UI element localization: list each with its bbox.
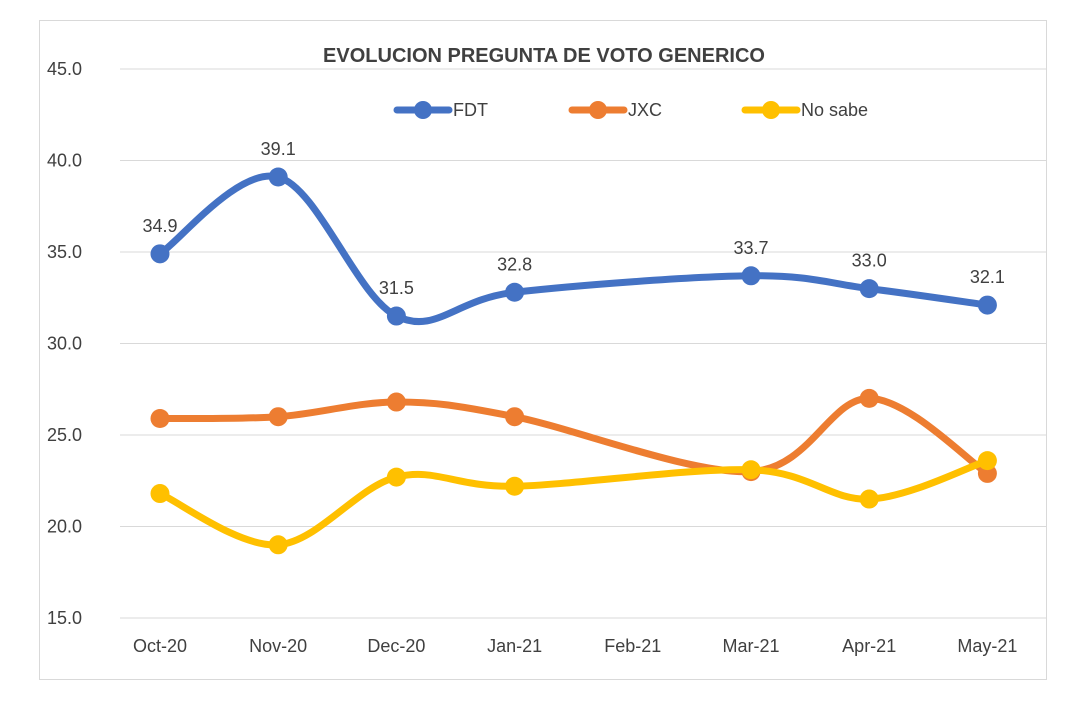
data-point bbox=[859, 279, 879, 299]
x-tick-label: Feb-21 bbox=[604, 636, 661, 656]
legend-label: No sabe bbox=[801, 100, 868, 120]
legend-label: JXC bbox=[628, 100, 662, 120]
data-point bbox=[505, 476, 525, 496]
data-point bbox=[150, 484, 170, 504]
legend: FDT JXC No sabe bbox=[393, 100, 868, 120]
data-point bbox=[505, 407, 525, 427]
x-tick-label: Nov-20 bbox=[249, 636, 307, 656]
line-chart: EVOLUCION PREGUNTA DE VOTO GENERICO 15.0… bbox=[47, 45, 1047, 656]
y-tick-label: 20.0 bbox=[47, 517, 82, 537]
data-point bbox=[268, 407, 288, 427]
data-labels: 34.9 39.1 31.5 32.8 33.7 33.0 32.1 bbox=[142, 139, 1004, 298]
data-label: 34.9 bbox=[142, 216, 177, 236]
series-line bbox=[156, 172, 991, 326]
data-label: 33.7 bbox=[733, 238, 768, 258]
legend-label: FDT bbox=[453, 100, 488, 120]
data-point bbox=[150, 244, 170, 264]
legend-item: No sabe bbox=[741, 100, 868, 120]
chart-frame: EVOLUCION PREGUNTA DE VOTO GENERICO 15.0… bbox=[39, 20, 1047, 680]
x-tick-label: Mar-21 bbox=[722, 636, 779, 656]
x-tick-label: Jan-21 bbox=[487, 636, 542, 656]
series-fdt bbox=[150, 167, 997, 326]
chart-title: EVOLUCION PREGUNTA DE VOTO GENERICO bbox=[323, 45, 765, 67]
gridlines bbox=[120, 68, 1047, 619]
data-point bbox=[386, 392, 406, 412]
x-tick-label: Dec-20 bbox=[367, 636, 425, 656]
data-point bbox=[977, 451, 997, 471]
data-label: 33.0 bbox=[852, 251, 887, 271]
data-label: 39.1 bbox=[261, 139, 296, 159]
legend-swatch-marker bbox=[762, 101, 780, 119]
data-point bbox=[505, 282, 525, 302]
data-label: 31.5 bbox=[379, 278, 414, 298]
data-label: 32.1 bbox=[970, 267, 1005, 287]
y-tick-label: 25.0 bbox=[47, 425, 82, 445]
x-tick-label: Oct-20 bbox=[133, 636, 187, 656]
data-point bbox=[150, 409, 170, 429]
legend-item: FDT bbox=[393, 100, 488, 120]
data-point bbox=[741, 266, 761, 286]
y-tick-label: 35.0 bbox=[47, 242, 82, 262]
legend-swatch-marker bbox=[589, 101, 607, 119]
data-point bbox=[741, 460, 761, 480]
y-tick-label: 45.0 bbox=[47, 59, 82, 79]
legend-item: JXC bbox=[568, 100, 662, 120]
data-point bbox=[386, 467, 406, 487]
y-tick-label: 30.0 bbox=[47, 334, 82, 354]
data-point bbox=[859, 388, 879, 408]
data-label: 32.8 bbox=[497, 254, 532, 274]
series-lines bbox=[150, 167, 997, 555]
data-point bbox=[386, 306, 406, 326]
y-tick-label: 15.0 bbox=[47, 608, 82, 628]
data-point bbox=[268, 535, 288, 555]
series-no-sabe bbox=[150, 451, 997, 555]
y-axis-ticks: 15.0 20.0 25.0 30.0 35.0 40.0 45.0 bbox=[47, 59, 82, 628]
data-point bbox=[977, 295, 997, 315]
x-axis-ticks: Oct-20 Nov-20 Dec-20 Jan-21 Feb-21 Mar-21 Apr-… bbox=[133, 636, 1017, 656]
y-tick-label: 40.0 bbox=[47, 151, 82, 171]
data-point bbox=[268, 167, 288, 187]
series-jxc bbox=[150, 388, 997, 483]
data-point bbox=[859, 489, 879, 509]
x-tick-label: May-21 bbox=[957, 636, 1017, 656]
x-tick-label: Apr-21 bbox=[842, 636, 896, 656]
legend-swatch-marker bbox=[414, 101, 432, 119]
